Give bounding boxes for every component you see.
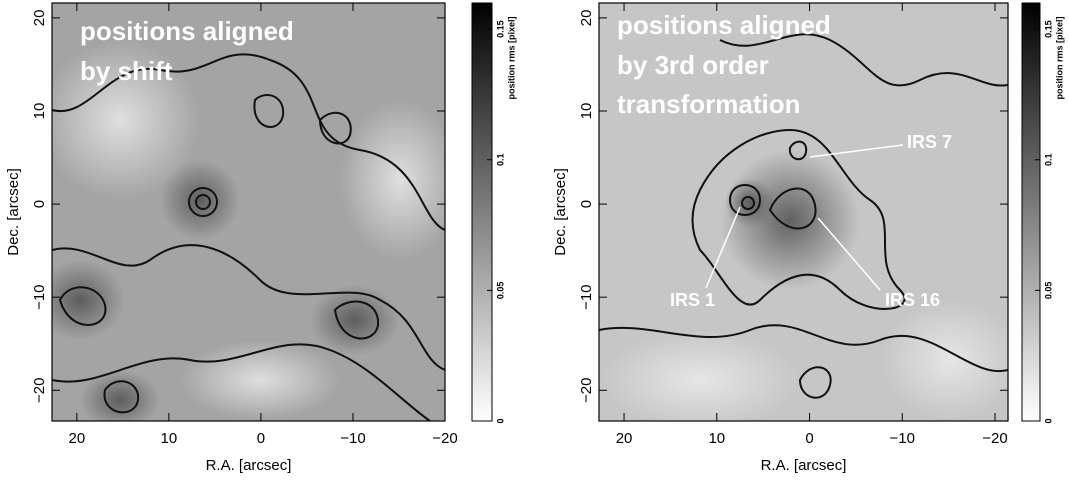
y-tick-label: 10 — [31, 103, 48, 120]
y-tick-label: −10 — [578, 284, 595, 309]
annotation: transformation — [617, 89, 800, 119]
colorbar-tick-label: 0.05 — [1043, 282, 1053, 300]
colorbar-tick-label: 0 — [1043, 418, 1053, 423]
y-tick-label: 20 — [578, 10, 595, 27]
y-axis-label: Dec. [arcsec] — [5, 168, 22, 256]
x-tick-label: 0 — [257, 430, 265, 447]
annotation: IRS 1 — [670, 290, 715, 310]
y-tick-label: −20 — [578, 378, 595, 403]
annotation: IRS 16 — [885, 290, 940, 310]
pointer-line — [809, 144, 904, 158]
x-tick-label: 20 — [616, 430, 633, 447]
colorbar-tick-label: 0.15 — [495, 20, 505, 38]
annotation: positions aligned — [617, 10, 831, 40]
x-tick-label: −20 — [432, 430, 457, 447]
colorbar — [1021, 2, 1041, 422]
y-tick-label: 0 — [31, 200, 48, 208]
y-tick-label: −10 — [31, 284, 48, 309]
x-axis-label: R.A. [arcsec] — [761, 457, 847, 474]
annotation: by 3rd order — [617, 50, 769, 80]
x-tick-label: −20 — [982, 430, 1007, 447]
y-axis-label: Dec. [arcsec] — [552, 168, 569, 256]
y-tick-label: −20 — [31, 378, 48, 403]
annotation: by shift — [80, 56, 173, 86]
y-tick-label: 0 — [578, 200, 595, 208]
plot-frame — [51, 2, 446, 422]
y-tick-label: 20 — [31, 10, 48, 27]
colorbar-label: position rms [pixel] — [506, 16, 516, 99]
colorbar-tick-label: 0.1 — [495, 153, 505, 166]
colorbar-tick-label: 0 — [495, 418, 505, 423]
colorbar — [471, 2, 493, 422]
annotation: positions aligned — [80, 16, 294, 46]
colorbar-tick-label: 0.1 — [1043, 153, 1053, 166]
x-tick-label: 20 — [69, 430, 86, 447]
x-tick-label: −10 — [340, 430, 365, 447]
x-axis-label: R.A. [arcsec] — [206, 457, 292, 474]
annotation: IRS 7 — [907, 132, 952, 152]
colorbar-tick-label: 0.05 — [495, 282, 505, 300]
x-tick-label: −10 — [890, 430, 915, 447]
plot-frame — [598, 2, 1009, 422]
x-tick-label: 10 — [161, 430, 178, 447]
colorbar-tick-label: 0.15 — [1043, 20, 1053, 38]
map-field — [52, 3, 445, 421]
map-field — [599, 3, 1008, 421]
pointer-line — [817, 217, 881, 291]
y-tick-label: 10 — [578, 103, 595, 120]
colorbar-label: position rms [pixel] — [1054, 16, 1064, 99]
x-tick-label: 10 — [708, 430, 725, 447]
pointer-line — [705, 206, 741, 289]
x-tick-label: 0 — [805, 430, 813, 447]
